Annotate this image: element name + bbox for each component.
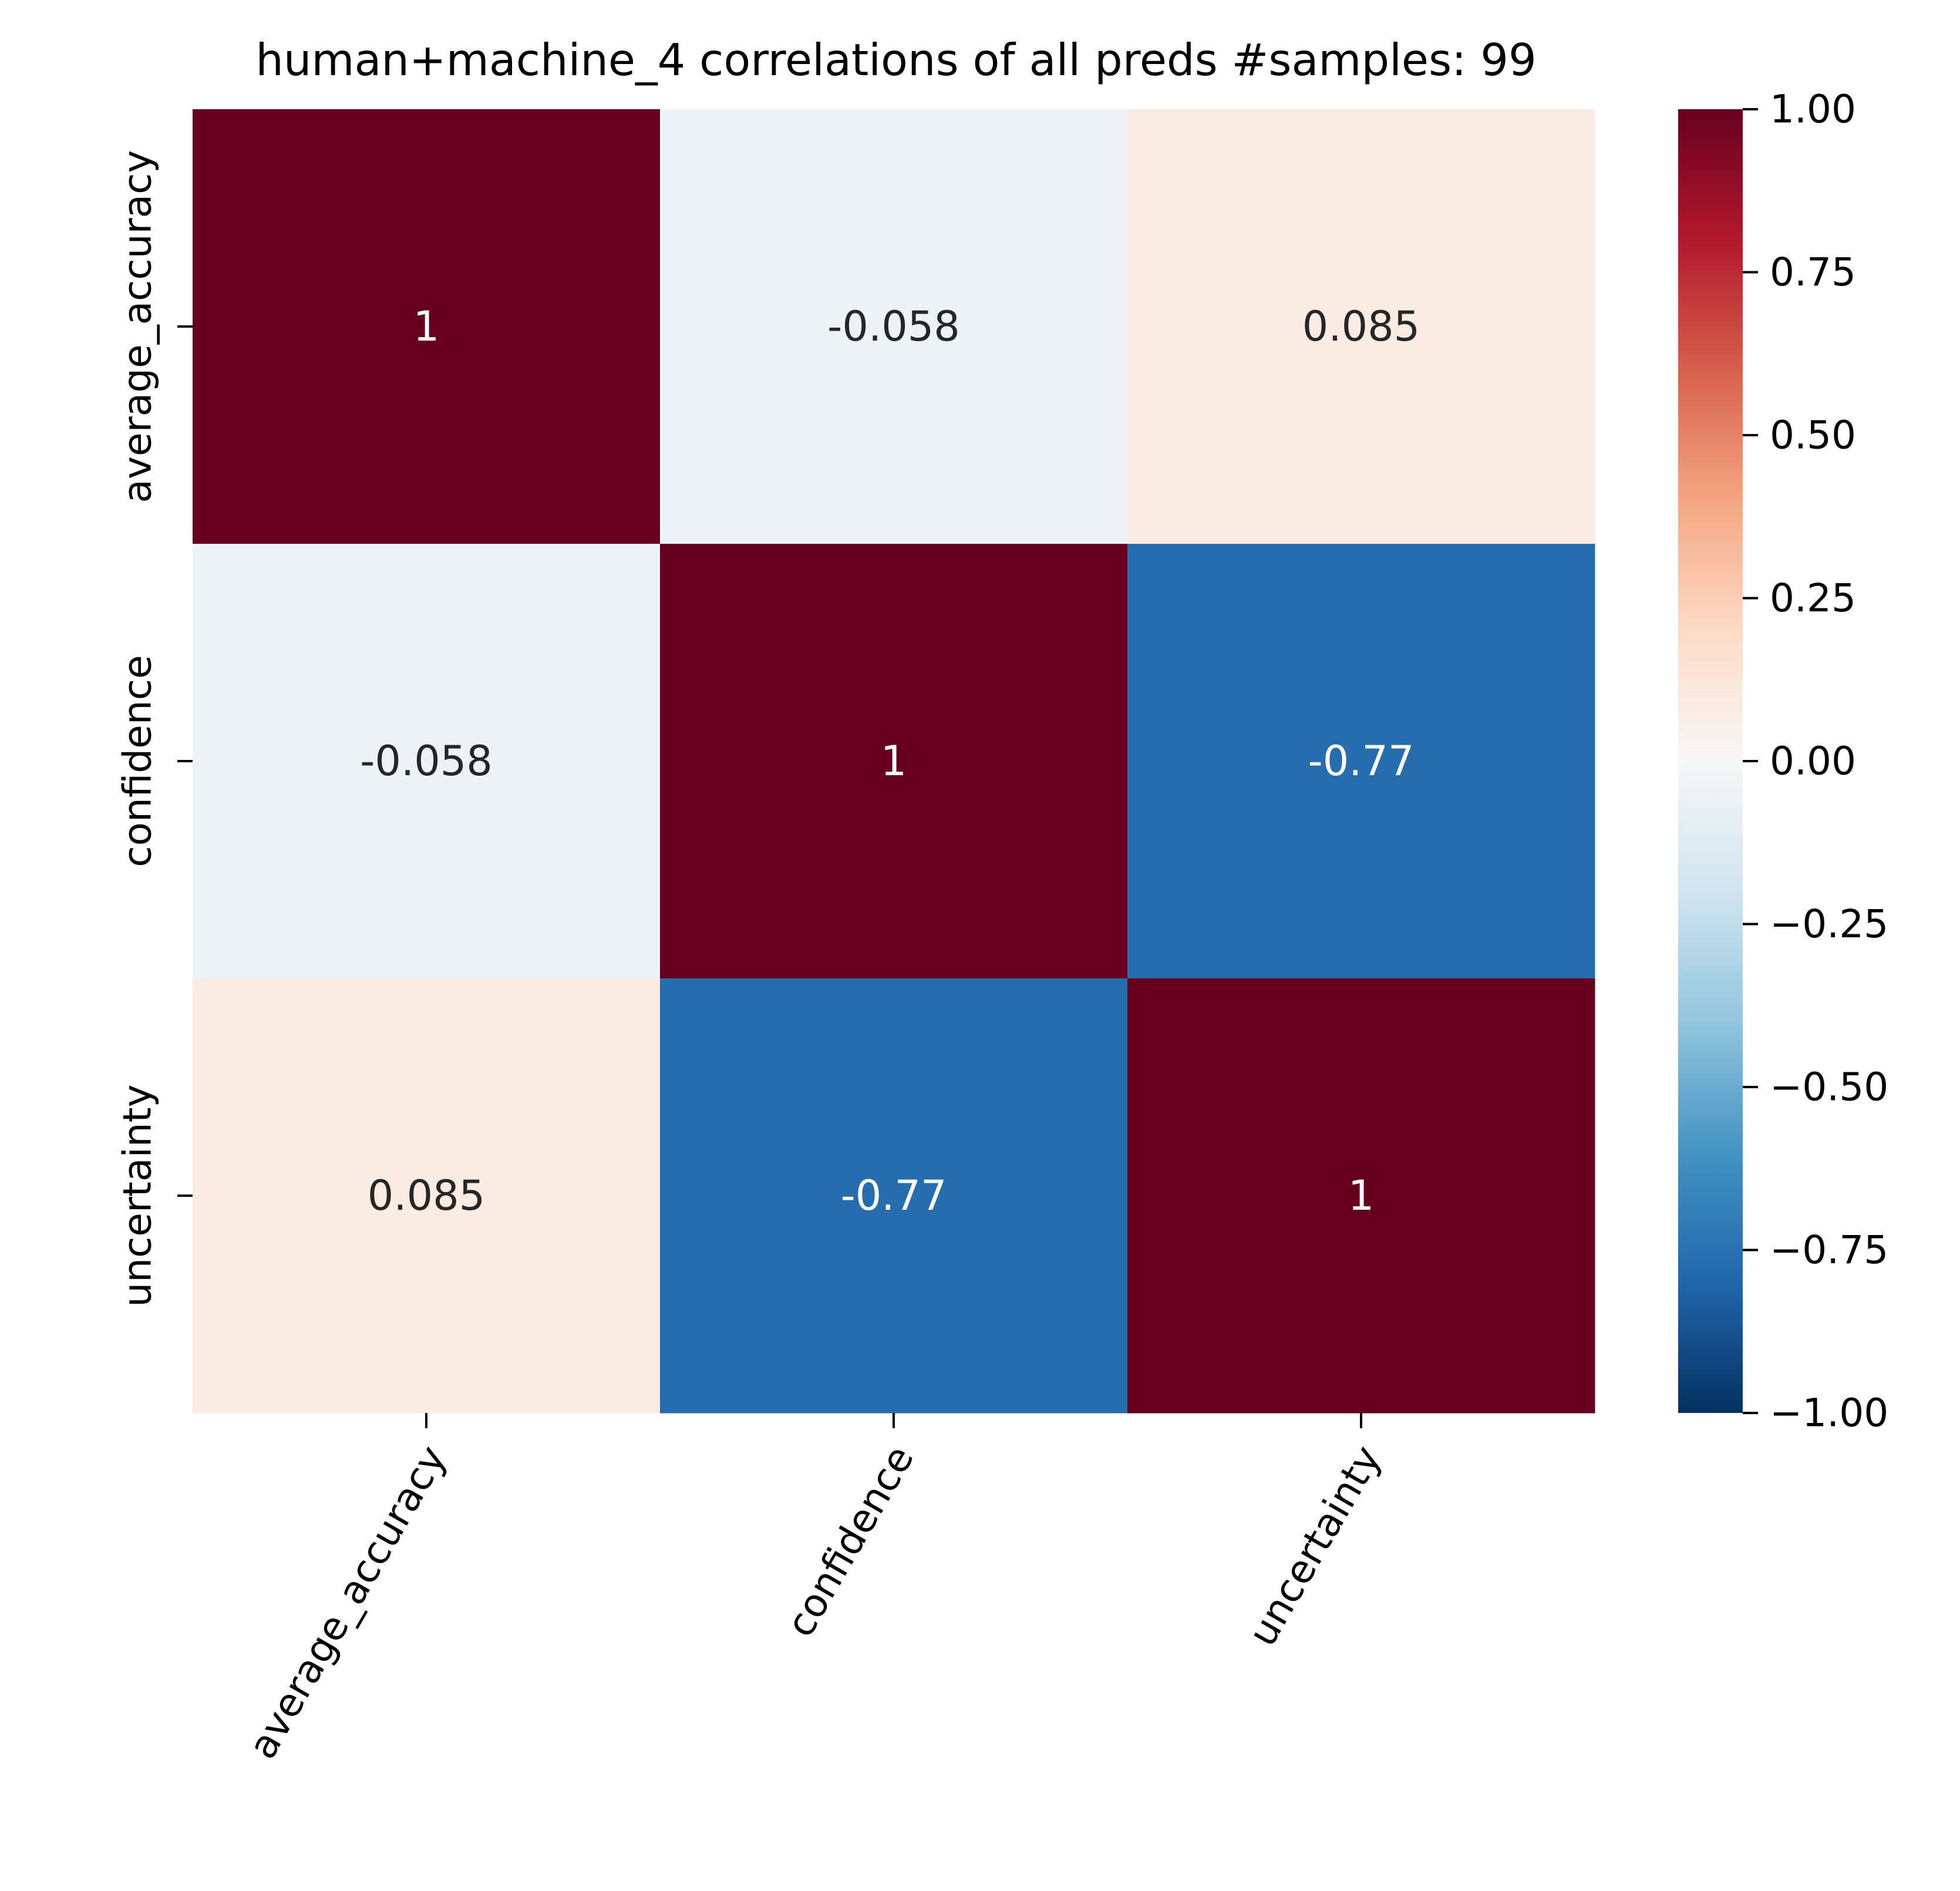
heatmap-cell-value: -0.058 [360, 737, 493, 785]
heatmap-cells [193, 109, 1595, 1414]
colorbar-tick-label: −0.50 [1770, 1065, 1888, 1110]
heatmap-cell [193, 544, 661, 979]
heatmap-cell-value: 1 [881, 737, 907, 785]
heatmap-cell [660, 544, 1128, 979]
heatmap-cell-value: 0.085 [1302, 302, 1420, 351]
heatmap-cell [660, 109, 1128, 544]
colorbar-tick-label: −1.00 [1770, 1391, 1888, 1436]
chart-title: human+machine_4 correlations of all pred… [255, 34, 1536, 86]
y-tick-label: average_accuracy [115, 150, 160, 503]
x-tick-label: average_accuracy [240, 1438, 455, 1766]
heatmap-cell-value: 0.085 [368, 1172, 485, 1220]
x-axis: average_accuracy confidence uncertainty [240, 1413, 1390, 1766]
heatmap-cell-labels: 1 -0.058 0.085 -0.058 1 -0.77 0.085 -0.77 1 [360, 302, 1420, 1220]
colorbar-tick-label: 0.00 [1770, 739, 1856, 784]
heatmap-cell-value: -0.77 [1308, 737, 1414, 785]
colorbar-tick-label: 0.75 [1770, 250, 1856, 295]
heatmap-cell-value: 1 [413, 302, 440, 351]
heatmap-cell [1127, 109, 1595, 544]
heatmap-cell-value: -0.058 [827, 302, 960, 351]
heatmap-cell-value: 1 [1348, 1172, 1375, 1220]
colorbar-tick-label: 1.00 [1770, 87, 1856, 132]
heatmap-cell [660, 978, 1128, 1414]
colorbar-fill [1678, 109, 1743, 1413]
heatmap-cell [1127, 978, 1595, 1414]
y-tick-label: confidence [115, 655, 160, 867]
colorbar-tick-label: 0.25 [1770, 576, 1856, 621]
x-tick-label: uncertainty [1240, 1438, 1390, 1654]
colorbar-tick-label: −0.25 [1770, 901, 1888, 947]
heatmap-cell [1127, 544, 1595, 979]
colorbar: 1.00 0.75 0.50 0.25 0.00 −0.25 −0.50 −0.75 −1.00 [1678, 87, 1888, 1436]
y-tick-label: uncertainty [115, 1084, 160, 1307]
heatmap-cell [193, 109, 661, 544]
x-tick-label: confidence [777, 1438, 922, 1644]
heatmap-cell [193, 978, 661, 1414]
heatmap-cell-value: -0.77 [840, 1172, 947, 1220]
colorbar-tick-label: −0.75 [1770, 1227, 1888, 1273]
colorbar-tick-label: 0.50 [1770, 413, 1856, 458]
y-axis: average_accuracy confidence uncertainty [115, 150, 193, 1307]
